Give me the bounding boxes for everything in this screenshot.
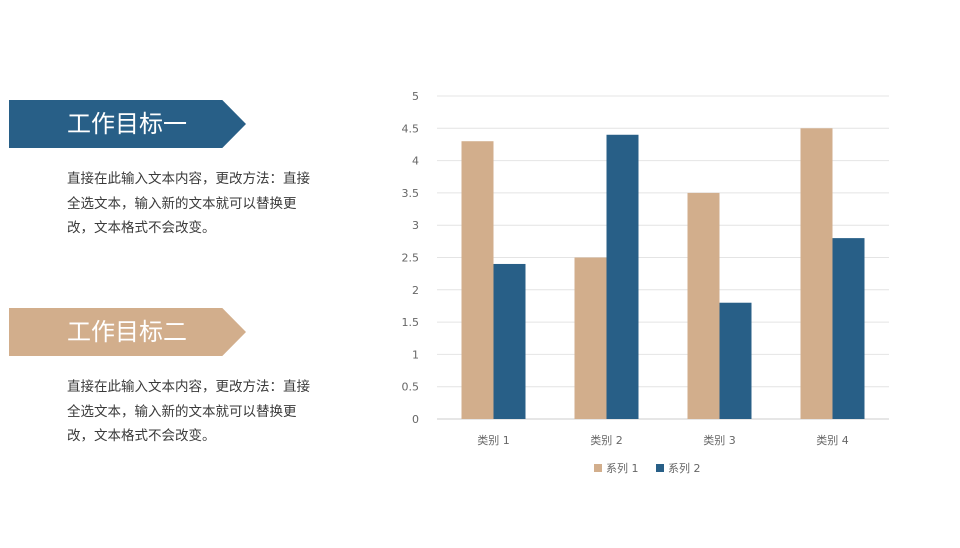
bar (832, 238, 865, 419)
legend-label: 系列 2 (668, 461, 701, 475)
legend-swatch (594, 464, 602, 472)
bar (687, 192, 720, 419)
section-title-2: 工作目标二 (67, 318, 187, 346)
y-tick-label: 2.5 (402, 252, 420, 265)
y-tick-label: 0.5 (402, 381, 420, 394)
y-tick-label: 5 (412, 90, 419, 103)
x-tick-label: 类别 4 (816, 433, 849, 447)
y-tick-label: 3.5 (402, 187, 420, 200)
section-banner-2: 工作目标二 (9, 308, 246, 356)
section-title-1: 工作目标一 (67, 110, 187, 138)
x-tick-label: 类别 1 (477, 433, 510, 447)
bar (606, 134, 639, 419)
legend-label: 系列 1 (606, 461, 639, 475)
bar (719, 302, 752, 419)
legend-swatch (656, 464, 664, 472)
y-tick-label: 1 (412, 348, 419, 361)
y-tick-label: 2 (412, 284, 419, 297)
y-tick-label: 4.5 (402, 122, 420, 135)
y-tick-label: 3 (412, 219, 419, 232)
bar (461, 141, 494, 419)
x-tick-label: 类别 3 (703, 433, 736, 447)
x-tick-label: 类别 2 (590, 433, 623, 447)
bar (800, 128, 833, 420)
section-banner-1: 工作目标一 (9, 100, 246, 148)
y-tick-label: 1.5 (402, 316, 420, 329)
y-tick-label: 4 (412, 155, 419, 168)
bar (493, 263, 526, 419)
y-tick-label: 0 (412, 413, 419, 426)
section-description-1: 直接在此输入文本内容，更改方法：直接全选文本，输入新的文本就可以替换更改，文本格… (67, 171, 310, 236)
section-description-2: 直接在此输入文本内容，更改方法：直接全选文本，输入新的文本就可以替换更改，文本格… (67, 379, 310, 444)
bar (574, 257, 607, 419)
